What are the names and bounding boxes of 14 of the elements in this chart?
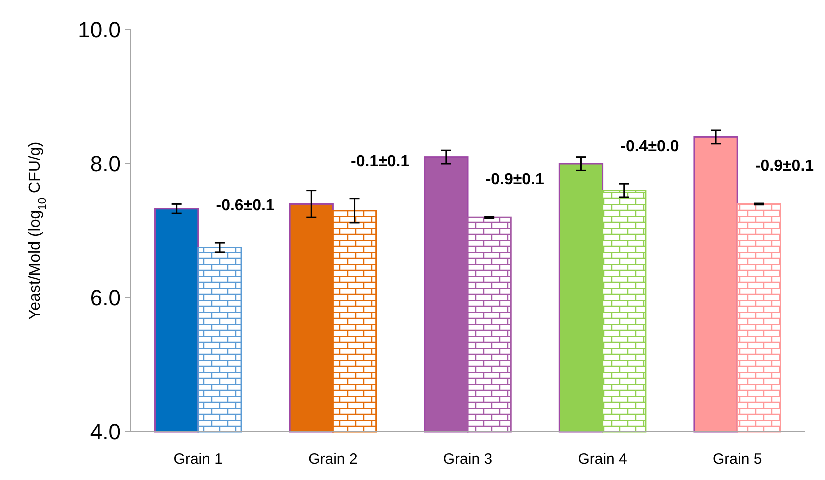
annotation: -0.9±0.1 [755, 158, 814, 176]
y-tick-label: 10.0 [78, 18, 121, 43]
x-tick-label: Grain 4 [578, 451, 628, 468]
y-tick-label: 4.0 [90, 420, 121, 445]
annotation: -0.4±0.0 [620, 138, 680, 156]
x-tick-label: Grain 2 [308, 451, 358, 468]
annotation: -0.9±0.1 [486, 172, 545, 189]
y-tick-label: 6.0 [90, 286, 121, 311]
x-tick-label: Grain 5 [713, 451, 762, 468]
x-tick-label: Grain 3 [443, 451, 493, 468]
annotation: -0.1±0.1 [351, 153, 410, 170]
y-tick-label: 8.0 [90, 152, 121, 177]
x-tick-label: Grain 1 [174, 451, 223, 468]
annotation: -0.6±0.1 [216, 198, 275, 215]
